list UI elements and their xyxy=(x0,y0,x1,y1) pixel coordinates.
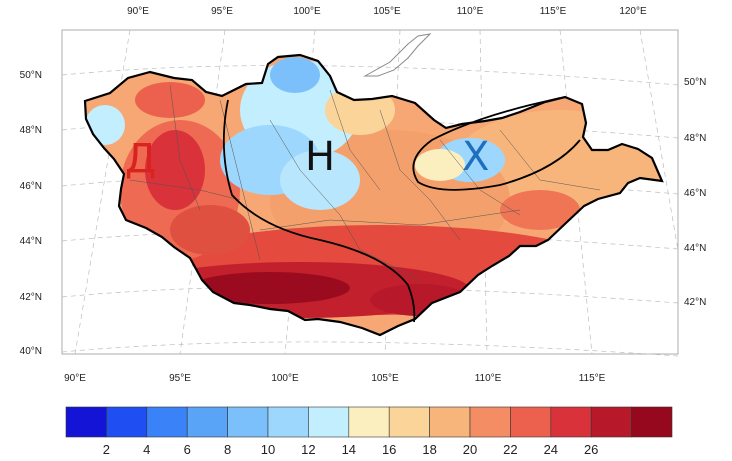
bottom-lon-label: 105°E xyxy=(371,373,399,384)
colorbar-swatch xyxy=(631,406,673,438)
colorbar-swatch xyxy=(590,406,632,438)
colorbar-swatch xyxy=(429,406,471,438)
colorbar-swatch xyxy=(550,406,592,438)
colorbar-label: 6 xyxy=(184,442,191,457)
top-lon-label: 120°E xyxy=(619,6,647,17)
left-lat-label: 48°N xyxy=(20,125,42,136)
right-lat-label: 46°N xyxy=(684,188,706,199)
colorbar-swatch xyxy=(267,406,309,438)
region-letter-kh: Х xyxy=(462,134,489,180)
bottom-lon-label: 95°E xyxy=(169,373,191,384)
colorbar-swatch xyxy=(227,406,269,438)
colorbar-label: 24 xyxy=(544,442,558,457)
right-latitude-labels: 50°N 48°N 46°N 44°N 42°N xyxy=(684,77,706,308)
colorbar-label: 22 xyxy=(503,442,517,457)
top-lon-label: 95°E xyxy=(211,6,233,17)
bottom-lon-label: 110°E xyxy=(475,373,502,384)
colorbar-swatch xyxy=(510,406,552,438)
top-lon-label: 90°E xyxy=(127,6,149,17)
colorbar-label: 16 xyxy=(382,442,396,457)
colorbar-label: 12 xyxy=(301,442,315,457)
top-longitude-labels: 90°E 95°E 100°E 105°E 110°E 115°E 120°E xyxy=(127,6,647,17)
left-lat-label: 44°N xyxy=(20,236,42,247)
colorbar-label: 18 xyxy=(422,442,436,457)
left-lat-label: 50°N xyxy=(20,70,42,81)
province-borders xyxy=(129,84,601,281)
top-lon-label: 110°E xyxy=(457,6,484,17)
left-lat-label: 46°N xyxy=(20,181,42,192)
temperature-field xyxy=(85,55,662,335)
top-lon-label: 100°E xyxy=(293,6,321,17)
left-latitude-labels: 50°N 48°N 46°N 44°N 42°N 40°N xyxy=(20,70,42,357)
region-boundary-west xyxy=(222,99,416,323)
colorbar-swatch xyxy=(65,406,107,438)
region-letter-n: Н xyxy=(305,134,335,180)
colorbar-swatch xyxy=(146,406,188,438)
colorbar-label: 26 xyxy=(584,442,598,457)
bottom-lon-label: 90°E xyxy=(64,373,86,384)
colorbar-swatch xyxy=(469,406,511,438)
right-lat-label: 42°N xyxy=(684,297,706,308)
right-lat-label: 44°N xyxy=(684,243,706,254)
bottom-longitude-labels: 90°E 95°E 100°E 105°E 110°E 115°E xyxy=(64,373,606,384)
colorbar: 2 4 6 8 10 12 14 16 18 20 22 24 26 xyxy=(65,406,673,457)
bottom-lon-label: 100°E xyxy=(271,373,299,384)
region-letter-d: Д xyxy=(125,136,156,182)
colorbar-label: 8 xyxy=(224,442,231,457)
colorbar-swatch xyxy=(308,406,350,438)
colorbar-label: 20 xyxy=(463,442,477,457)
colorbar-label: 10 xyxy=(261,442,275,457)
colorbar-label: 4 xyxy=(143,442,150,457)
lake-baikal-outline xyxy=(363,33,432,77)
right-lat-label: 48°N xyxy=(684,133,706,144)
bottom-lon-label: 115°E xyxy=(579,373,606,384)
mongolia-border xyxy=(83,53,664,337)
colorbar-label: 2 xyxy=(103,442,110,457)
top-lon-label: 115°E xyxy=(540,6,567,17)
region-boundary-east xyxy=(412,97,581,191)
top-lon-label: 105°E xyxy=(373,6,401,17)
colorbar-label: 14 xyxy=(342,442,356,457)
colorbar-swatch xyxy=(186,406,228,438)
colorbar-swatch xyxy=(348,406,390,438)
colorbar-swatch xyxy=(388,406,430,438)
right-lat-label: 50°N xyxy=(684,77,706,88)
colorbar-swatch xyxy=(106,406,148,438)
left-lat-label: 42°N xyxy=(20,292,42,303)
left-lat-label: 40°N xyxy=(20,346,42,357)
